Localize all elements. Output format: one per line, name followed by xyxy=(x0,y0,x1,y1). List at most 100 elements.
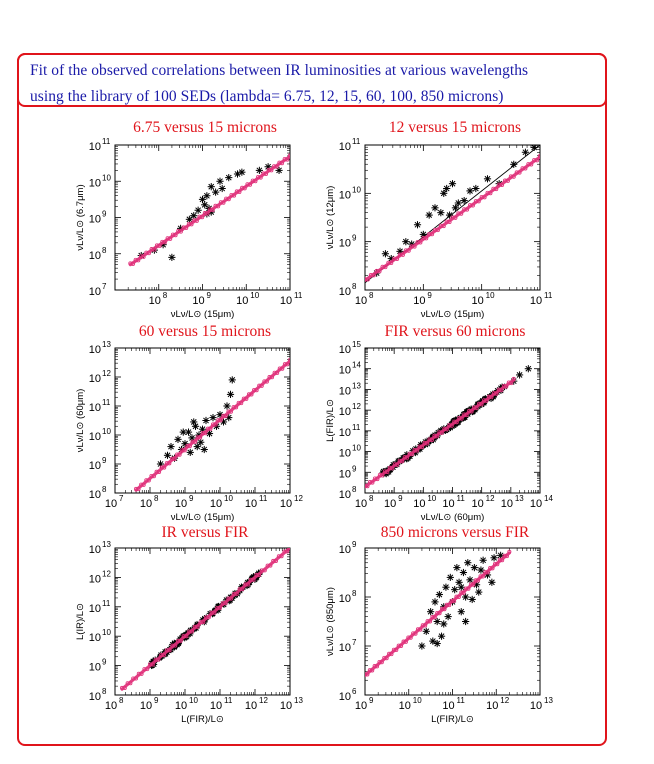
x-tick-label: 10 xyxy=(175,498,187,510)
data-point xyxy=(194,206,202,214)
y-tick-exponent: 10 xyxy=(352,444,361,453)
x-tick-exponent: 11 xyxy=(224,696,233,705)
data-point xyxy=(431,204,439,212)
panel-3-title: 60 versus 15 microns xyxy=(138,323,272,340)
y-tick-label: 10 xyxy=(339,448,351,460)
y-tick-exponent: 8 xyxy=(102,246,107,255)
y-tick-exponent: 8 xyxy=(352,589,357,598)
plot-frame xyxy=(364,144,541,291)
data-point xyxy=(515,371,524,379)
y-tick-exponent: 14 xyxy=(352,361,361,370)
data-point xyxy=(422,627,430,635)
data-point xyxy=(440,620,448,628)
y-tick-label: 10 xyxy=(339,468,351,480)
data-point xyxy=(448,180,457,188)
data-point xyxy=(521,148,530,156)
x-tick-exponent: 13 xyxy=(544,696,553,705)
y-tick-exponent: 9 xyxy=(102,456,107,465)
panel-2-title: 12 versus 15 microns xyxy=(388,119,522,136)
x-tick-label: 10 xyxy=(472,295,484,307)
data-point xyxy=(443,184,451,193)
y-tick-exponent: 13 xyxy=(352,381,361,390)
data-point xyxy=(202,416,210,425)
data-point xyxy=(457,608,465,616)
x-tick-exponent: 11 xyxy=(457,696,466,705)
data-point xyxy=(238,168,246,176)
plot-area xyxy=(365,365,532,489)
y-axis-label: L(IR)/L⊙ xyxy=(75,603,86,640)
data-point xyxy=(451,204,460,212)
panel-6-title: 850 microns versus FIR xyxy=(380,524,530,541)
x-tick-label: 10 xyxy=(140,498,152,510)
y-tick-label: 10 xyxy=(339,365,351,377)
y-tick-exponent: 11 xyxy=(352,423,361,432)
x-tick-label: 10 xyxy=(384,498,396,510)
x-axis-label: νLν/L⊙ (60μm) xyxy=(421,512,485,523)
x-tick-label: 10 xyxy=(442,498,454,510)
data-point xyxy=(477,566,485,574)
y-tick-label: 10 xyxy=(89,662,101,674)
x-tick-exponent: 10 xyxy=(427,494,436,503)
data-point xyxy=(433,639,441,648)
x-tick-label: 10 xyxy=(149,295,161,307)
header-line-1: Fit of the observed correlations between… xyxy=(30,62,529,79)
header-box xyxy=(17,53,607,107)
data-point xyxy=(228,376,236,384)
x-tick-label: 10 xyxy=(486,700,498,712)
data-point xyxy=(429,637,437,645)
y-tick-label: 10 xyxy=(339,406,351,418)
data-point xyxy=(453,564,461,572)
data-point xyxy=(454,199,462,207)
y-tick-label: 10 xyxy=(89,489,101,501)
data-point xyxy=(437,632,446,640)
x-tick-label: 10 xyxy=(530,700,542,712)
data-point xyxy=(472,184,480,193)
plot-area xyxy=(134,357,290,492)
y-tick-label: 10 xyxy=(339,385,351,397)
y-tick-exponent: 11 xyxy=(352,137,361,146)
data-point xyxy=(402,238,410,246)
y-tick-exponent: 12 xyxy=(102,369,111,378)
y-tick-label: 10 xyxy=(89,431,101,443)
data-point xyxy=(190,212,198,220)
header-line-2: using the library of 100 SEDs (lambda= 6… xyxy=(30,88,504,105)
data-point xyxy=(462,593,470,601)
y-axis-label: νLν/L⊙ (12μm) xyxy=(325,186,336,250)
data-point xyxy=(197,438,205,446)
x-tick-exponent: 8 xyxy=(369,291,374,300)
x-tick-exponent: 14 xyxy=(544,494,553,503)
x-tick-label: 10 xyxy=(280,700,292,712)
plot-area xyxy=(365,145,540,284)
data-point xyxy=(524,365,532,373)
y-tick-label: 10 xyxy=(89,544,101,556)
y-tick-exponent: 9 xyxy=(352,464,357,473)
x-tick-label: 10 xyxy=(175,700,187,712)
plot-frame xyxy=(114,547,291,696)
data-point xyxy=(457,583,465,591)
x-tick-label: 10 xyxy=(442,700,454,712)
minor-ticks xyxy=(115,548,290,695)
y-tick-exponent: 7 xyxy=(102,282,107,291)
data-point xyxy=(442,583,450,591)
y-tick-label: 10 xyxy=(339,238,351,250)
y-tick-exponent: 15 xyxy=(352,340,361,349)
x-tick-exponent: 11 xyxy=(259,494,268,503)
model-curve xyxy=(365,153,540,282)
minor-ticks xyxy=(115,348,290,493)
x-tick-exponent: 10 xyxy=(250,291,259,300)
plot-area xyxy=(120,548,290,691)
x-tick-exponent: 12 xyxy=(294,494,303,503)
panel-1-title: 6.75 versus 15 microns xyxy=(133,119,277,136)
x-tick-label: 10 xyxy=(210,498,222,510)
data-point xyxy=(466,187,474,195)
data-point xyxy=(226,390,235,398)
x-tick-label: 10 xyxy=(413,295,425,307)
x-tick-exponent: 8 xyxy=(154,494,159,503)
x-tick-label: 10 xyxy=(472,498,484,510)
x-axis-label: νLν/L⊙ (15μm) xyxy=(421,309,485,320)
plot-area xyxy=(365,549,512,677)
x-tick-label: 10 xyxy=(105,498,117,510)
